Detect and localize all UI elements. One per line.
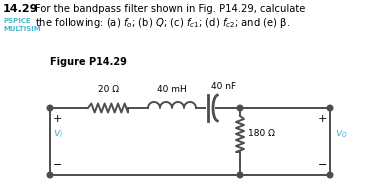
- Text: 180 Ω: 180 Ω: [248, 130, 275, 139]
- Circle shape: [327, 172, 333, 178]
- Circle shape: [327, 105, 333, 111]
- Circle shape: [237, 172, 243, 178]
- Text: PSPICE: PSPICE: [3, 18, 31, 24]
- Text: $v_o$: $v_o$: [335, 128, 348, 140]
- Text: 14.29: 14.29: [3, 4, 38, 14]
- Text: +: +: [318, 114, 327, 124]
- Circle shape: [47, 105, 53, 111]
- Text: $v_i$: $v_i$: [53, 128, 64, 140]
- Text: For the bandpass filter shown in Fig. P14.29, calculate: For the bandpass filter shown in Fig. P1…: [35, 4, 305, 14]
- Text: 20 Ω: 20 Ω: [98, 85, 119, 94]
- Text: 40 mH: 40 mH: [157, 85, 187, 94]
- Circle shape: [237, 105, 243, 111]
- Text: MULTISIM: MULTISIM: [3, 26, 41, 32]
- Text: 40 nF: 40 nF: [211, 82, 236, 91]
- Text: Figure P14.29: Figure P14.29: [50, 57, 127, 67]
- Text: −: −: [318, 160, 327, 170]
- Text: the following: (a) $f_o$; (b) $Q$; (c) $f_{c1}$; (d) $f_{c2}$; and (e) β.: the following: (a) $f_o$; (b) $Q$; (c) $…: [35, 16, 290, 30]
- Text: +: +: [53, 114, 62, 124]
- Text: −: −: [53, 160, 62, 170]
- Circle shape: [47, 172, 53, 178]
